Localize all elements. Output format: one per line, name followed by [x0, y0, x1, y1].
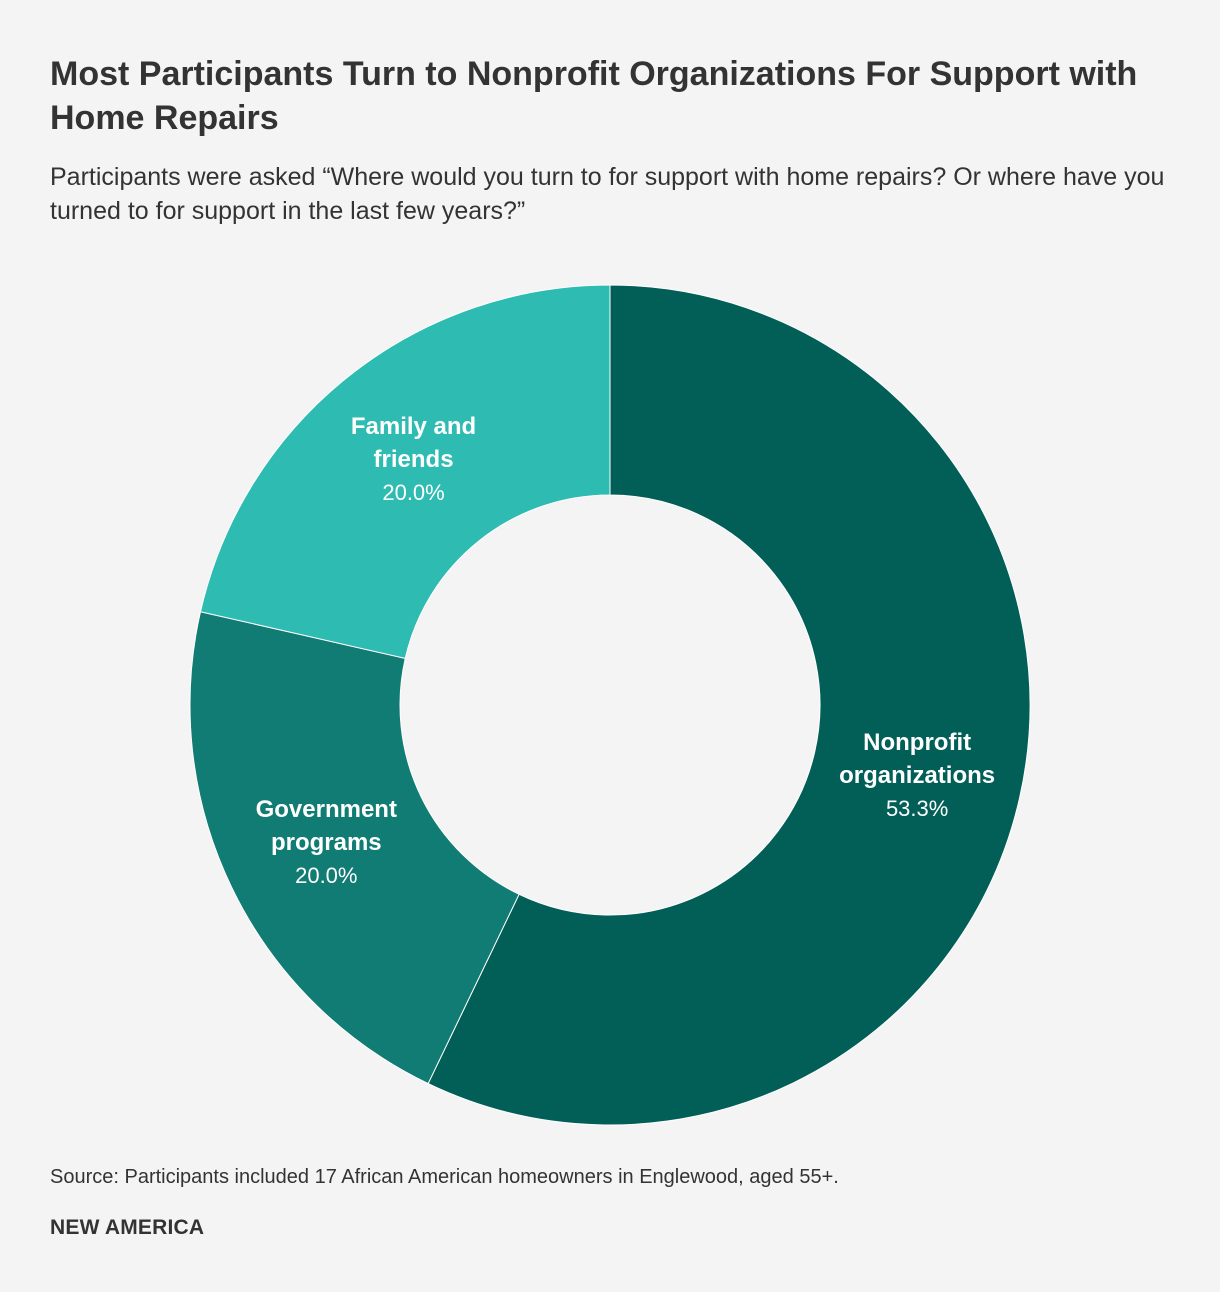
donut-slice-0[interactable] [427, 284, 1031, 1126]
slice-label-2-line-0: Family and [351, 413, 476, 440]
chart-title: Most Participants Turn to Nonprofit Orga… [50, 55, 1138, 137]
donut-slice-1[interactable] [189, 611, 520, 1085]
slice-label-1-line-0: Government [256, 796, 397, 823]
source-note: Source: Participants included 17 African… [50, 1166, 839, 1188]
slice-value-2: 20.0% [382, 480, 444, 505]
brand-logo: NEW AMERICA [50, 1216, 205, 1239]
chart-subtitle: Participants were asked “Where would you… [50, 163, 1165, 225]
slice-value-1: 20.0% [295, 863, 357, 888]
slice-value-0: 53.3% [886, 796, 948, 821]
slice-label-0-line-1: organizations [839, 762, 995, 789]
donut-slice-2[interactable] [199, 284, 611, 659]
slice-label-2-line-1: friends [374, 446, 454, 473]
slice-label-1-line-1: programs [271, 829, 382, 856]
slice-label-0-line-0: Nonprofit [863, 729, 971, 756]
